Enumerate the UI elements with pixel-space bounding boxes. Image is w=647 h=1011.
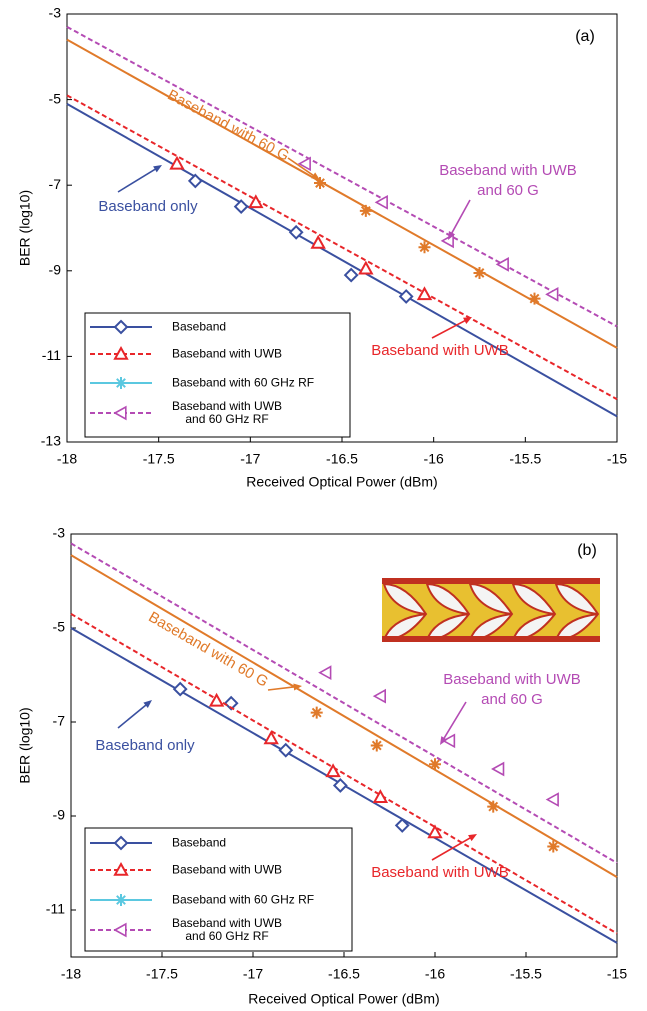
legend-label: Baseband with 60 GHz RF bbox=[172, 377, 314, 390]
data-point bbox=[371, 740, 383, 752]
page: -18 -17.5 -17 -16.5 -16 -15.5 -15 -13 -11 -9 -7 -5 -… bbox=[0, 0, 647, 1011]
x-axis-label: Received Optical Power (dBm) bbox=[246, 474, 437, 490]
data-point bbox=[312, 237, 324, 248]
data-point bbox=[400, 290, 412, 302]
data-point bbox=[419, 241, 431, 253]
data-point bbox=[374, 690, 385, 702]
legend-label: Baseband with UWB bbox=[172, 348, 282, 361]
y-tick-label: -7 bbox=[49, 176, 62, 192]
y-axis-label: BER (log10) bbox=[17, 190, 33, 266]
x-axis-label: Received Optical Power (dBm) bbox=[248, 991, 439, 1007]
data-point bbox=[497, 258, 508, 270]
y-tick-label: -9 bbox=[53, 807, 66, 823]
legend-marker bbox=[115, 894, 127, 906]
arrow bbox=[118, 169, 156, 192]
data-point bbox=[474, 267, 486, 279]
y-tick-label: -7 bbox=[53, 713, 66, 729]
x-tick-label: -16 bbox=[425, 966, 445, 982]
inset-rail bbox=[382, 578, 600, 584]
data-point bbox=[311, 707, 323, 719]
arrow bbox=[451, 200, 470, 234]
x-tick-label: -18 bbox=[57, 451, 77, 467]
data-point bbox=[547, 841, 559, 853]
legend-marker bbox=[115, 377, 127, 389]
y-tick-label: -3 bbox=[49, 5, 62, 21]
x-tick-label: -16.5 bbox=[326, 451, 358, 467]
y-tick-label: -13 bbox=[41, 433, 61, 449]
arrow bbox=[118, 705, 146, 728]
data-point bbox=[235, 201, 247, 213]
panel-label: (b) bbox=[577, 542, 597, 559]
data-point bbox=[327, 765, 339, 776]
arrow bbox=[432, 838, 471, 860]
x-tick-label: -18 bbox=[61, 966, 81, 982]
legend-label: Baseband bbox=[172, 321, 226, 334]
y-axis-label: BER (log10) bbox=[17, 707, 33, 783]
data-point bbox=[320, 667, 331, 679]
annotation: Baseband with UWB bbox=[371, 341, 509, 361]
y-tick-label: -9 bbox=[49, 262, 62, 278]
y-tick-label: -5 bbox=[53, 619, 66, 635]
y-tick-label: -3 bbox=[53, 525, 66, 541]
arrow bbox=[432, 320, 466, 338]
data-point bbox=[360, 263, 372, 274]
data-point bbox=[189, 175, 201, 187]
x-tick-label: -17 bbox=[240, 451, 260, 467]
legend-label: Baseband bbox=[172, 837, 226, 850]
data-point bbox=[529, 293, 541, 305]
data-point bbox=[429, 758, 441, 770]
legend-label: Baseband with UWB and 60 GHz RF bbox=[172, 400, 282, 426]
x-tick-label: -17.5 bbox=[143, 451, 175, 467]
data-point bbox=[547, 794, 558, 806]
annotation: Baseband with UWB and 60 G bbox=[443, 670, 581, 710]
arrow bbox=[268, 687, 295, 690]
data-point bbox=[345, 269, 357, 281]
y-tick-label: -5 bbox=[49, 90, 62, 106]
data-point bbox=[493, 763, 504, 775]
annotation: Baseband only bbox=[95, 736, 194, 756]
x-tick-label: -17 bbox=[243, 966, 263, 982]
data-point bbox=[376, 196, 387, 208]
y-tick-label: -11 bbox=[42, 347, 61, 363]
eye-diagram-inset bbox=[382, 578, 600, 642]
x-tick-label: -16 bbox=[424, 451, 444, 467]
arrow-head bbox=[153, 165, 162, 172]
legend-label: Baseband with 60 GHz RF bbox=[172, 894, 314, 907]
panel-label: (a) bbox=[575, 28, 595, 45]
inset-rail bbox=[382, 636, 600, 642]
figure: -18 -17.5 -17 -16.5 -16 -15.5 -15 -13 -11 -9 -7 -5 -… bbox=[0, 0, 647, 1011]
x-tick-label: -15 bbox=[607, 966, 627, 982]
x-tick-label: -15 bbox=[607, 451, 627, 467]
y-tick-label: -11 bbox=[46, 901, 65, 917]
data-point bbox=[265, 732, 277, 743]
legend-label: Baseband with UWB and 60 GHz RF bbox=[172, 917, 282, 943]
annotation: Baseband with UWB bbox=[371, 863, 509, 883]
annotation: Baseband only bbox=[98, 197, 197, 217]
x-tick-label: -15.5 bbox=[510, 966, 542, 982]
data-point bbox=[429, 826, 441, 837]
data-point bbox=[299, 158, 310, 170]
data-point bbox=[360, 205, 372, 217]
x-tick-label: -17.5 bbox=[146, 966, 178, 982]
x-tick-label: -16.5 bbox=[328, 966, 360, 982]
annotation: Baseband with UWB and 60 G bbox=[439, 161, 577, 201]
x-tick-label: -15.5 bbox=[509, 451, 541, 467]
legend-label: Baseband with UWB bbox=[172, 864, 282, 877]
